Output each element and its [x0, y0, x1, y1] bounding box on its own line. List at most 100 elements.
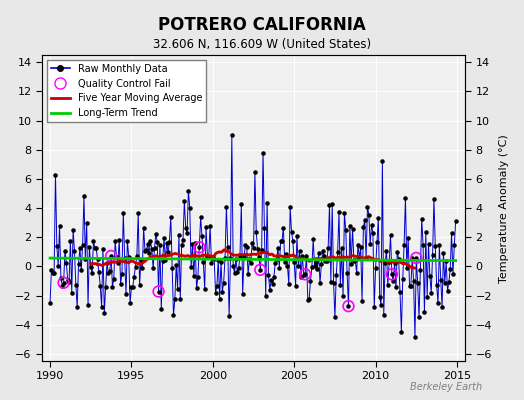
Point: [290, 259, 298, 266]
Point: [350, 258, 358, 264]
Point: [389, 278, 397, 284]
Point: [395, 256, 403, 262]
Point: [266, 287, 274, 293]
Point: [221, 254, 229, 261]
Point: [164, 249, 172, 255]
Point: [169, 312, 178, 318]
Point: [70, 248, 79, 254]
Point: [155, 288, 163, 295]
Point: [148, 246, 156, 252]
Point: [385, 259, 394, 265]
Point: [225, 313, 233, 320]
Point: [325, 202, 334, 208]
Point: [450, 242, 458, 248]
Point: [430, 196, 438, 202]
Point: [130, 273, 138, 280]
Point: [231, 270, 239, 276]
Point: [133, 253, 141, 259]
Point: [309, 236, 318, 242]
Point: [388, 271, 396, 278]
Point: [386, 232, 395, 238]
Point: [173, 286, 182, 292]
Point: [102, 283, 110, 290]
Point: [204, 254, 213, 260]
Point: [381, 260, 389, 266]
Point: [75, 244, 84, 251]
Point: [240, 254, 248, 260]
Point: [96, 282, 104, 289]
Point: [301, 271, 309, 278]
Point: [141, 248, 149, 254]
Point: [271, 260, 279, 266]
Point: [429, 252, 437, 258]
Point: [196, 214, 205, 221]
Point: [220, 279, 228, 286]
Point: [118, 270, 126, 277]
Point: [278, 238, 286, 244]
Point: [104, 270, 113, 276]
Point: [86, 264, 95, 270]
Point: [62, 260, 71, 266]
Point: [423, 294, 431, 300]
Point: [372, 264, 380, 271]
Point: [157, 306, 166, 312]
Point: [51, 172, 60, 178]
Point: [358, 298, 366, 304]
Point: [408, 255, 417, 261]
Point: [404, 234, 412, 241]
Point: [139, 225, 148, 231]
Point: [201, 286, 209, 292]
Point: [100, 310, 108, 316]
Point: [88, 270, 96, 276]
Point: [81, 256, 90, 262]
Point: [436, 276, 445, 283]
Point: [167, 214, 175, 220]
Point: [443, 288, 452, 294]
Point: [217, 258, 225, 265]
Point: [256, 267, 265, 273]
Point: [379, 312, 388, 318]
Point: [198, 233, 206, 239]
Point: [263, 199, 271, 206]
Point: [92, 245, 101, 252]
Point: [268, 281, 277, 288]
Point: [185, 205, 194, 211]
Point: [422, 228, 430, 235]
Point: [153, 238, 161, 245]
Point: [431, 243, 440, 250]
Point: [232, 256, 240, 262]
Point: [234, 265, 243, 272]
Point: [108, 283, 117, 290]
Point: [337, 245, 346, 252]
Point: [384, 282, 392, 288]
Point: [134, 210, 143, 216]
Point: [374, 215, 383, 221]
Point: [342, 227, 350, 234]
Point: [366, 240, 374, 247]
Point: [150, 245, 159, 252]
Point: [297, 274, 305, 280]
Point: [58, 282, 67, 289]
Point: [353, 270, 361, 276]
Point: [241, 242, 249, 248]
Point: [50, 269, 58, 276]
Point: [282, 250, 290, 257]
Point: [195, 244, 203, 250]
Point: [77, 267, 85, 274]
Point: [310, 263, 319, 269]
Point: [97, 304, 106, 310]
Point: [340, 210, 348, 216]
Point: [91, 245, 99, 251]
Point: [247, 260, 255, 266]
Point: [89, 238, 97, 244]
Point: [132, 264, 140, 270]
Point: [63, 276, 72, 283]
Point: [348, 225, 357, 232]
Point: [407, 282, 415, 289]
Point: [110, 275, 118, 282]
Point: [46, 300, 54, 306]
Point: [206, 223, 214, 229]
Point: [427, 290, 435, 296]
Point: [286, 204, 294, 210]
Point: [243, 244, 251, 250]
